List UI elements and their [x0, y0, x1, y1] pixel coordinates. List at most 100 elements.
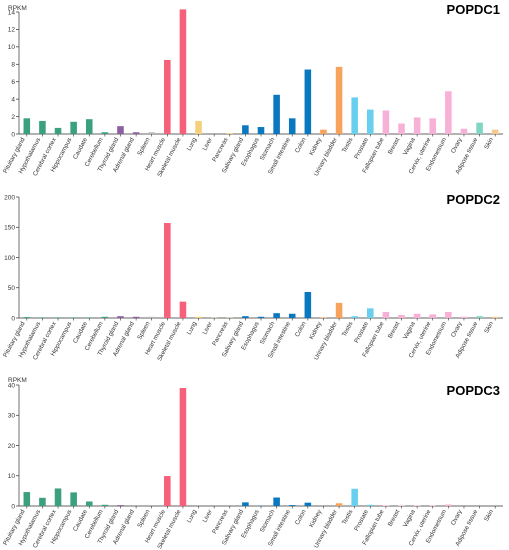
- bar: [117, 126, 124, 134]
- bar: [179, 9, 187, 135]
- x-tick-label: Breast: [387, 320, 402, 339]
- bar: [304, 291, 312, 318]
- bar: [304, 502, 312, 506]
- bar: [54, 488, 62, 506]
- bar: [335, 302, 343, 318]
- x-tick-label: Vagina: [402, 508, 417, 528]
- bar: [382, 505, 390, 506]
- bar: [335, 503, 343, 506]
- y-tick-label: 0: [11, 503, 15, 510]
- bar: [320, 129, 327, 134]
- bar: [132, 316, 140, 318]
- x-tick-label: Spleen: [136, 508, 151, 529]
- x-tick-label: Spleen: [136, 136, 151, 157]
- y-tick-label: 200: [4, 194, 15, 201]
- bar: [257, 127, 265, 134]
- x-tick-label: Breast: [387, 136, 402, 155]
- x-tick-label: Colon: [294, 508, 308, 526]
- bar: [242, 502, 249, 506]
- bar: [367, 109, 374, 134]
- bar: [101, 316, 109, 318]
- bar: [351, 488, 358, 506]
- bar: [117, 316, 124, 318]
- x-tick-label: Skin: [483, 136, 495, 150]
- bar: [273, 94, 280, 134]
- bar: [445, 91, 452, 134]
- bar: [491, 316, 499, 318]
- y-tick-label: 50: [8, 285, 16, 292]
- bar: [85, 501, 93, 506]
- bar: [148, 132, 155, 134]
- bar: [320, 317, 327, 318]
- chart-title: POPDC1: [447, 2, 500, 17]
- x-tick-label: Kidney: [308, 508, 323, 529]
- bar: [257, 316, 265, 318]
- y-tick-label: 150: [4, 225, 15, 232]
- bar: [23, 492, 31, 506]
- x-tick-label: Skin: [483, 320, 495, 334]
- bar: [54, 317, 62, 318]
- bar: [476, 122, 483, 134]
- y-tick-label: 0: [11, 131, 15, 138]
- bar: [398, 505, 405, 506]
- x-tick-label: Breast: [387, 508, 402, 527]
- bar: [382, 311, 390, 318]
- bar: [242, 316, 249, 318]
- x-tick-label: Skin: [483, 508, 495, 522]
- x-tick-label: Liver: [201, 321, 213, 336]
- y-tick-label: 8: [11, 62, 15, 69]
- y-tick-label: 10: [8, 473, 16, 480]
- bar: [85, 317, 93, 318]
- bar: [429, 314, 437, 318]
- y-tick-label: 10: [8, 44, 16, 51]
- x-tick-label: Lung: [186, 508, 199, 524]
- bar: [413, 505, 421, 506]
- bar: [101, 132, 109, 134]
- bar: [429, 505, 437, 506]
- x-tick-label: Ovary: [450, 508, 464, 527]
- bar: [39, 120, 46, 134]
- x-tick-label: Kidney: [308, 320, 323, 341]
- x-tick-label: Kidney: [308, 136, 323, 157]
- y-tick-label: 30: [8, 413, 16, 420]
- bar: [164, 223, 171, 318]
- x-tick-label: Spleen: [136, 320, 151, 341]
- y-tick-label: 0: [11, 315, 15, 322]
- bar: [367, 504, 374, 506]
- bar: [85, 119, 93, 134]
- x-tick-label: Prostate: [353, 320, 370, 344]
- bar: [491, 129, 499, 134]
- x-tick-label: Prostate: [353, 136, 370, 160]
- x-tick-label: Prostate: [353, 508, 370, 532]
- bar: [413, 117, 421, 134]
- bar: [23, 118, 31, 134]
- bar: [429, 118, 437, 134]
- bar: [367, 308, 374, 318]
- bar: [195, 316, 202, 318]
- bar: [70, 492, 77, 506]
- x-tick-label: Colon: [294, 320, 308, 338]
- bar: [179, 388, 187, 506]
- bar: [54, 127, 62, 134]
- bar: [398, 123, 405, 134]
- bar: [164, 59, 171, 134]
- x-tick-label: Ovary: [450, 136, 464, 155]
- bar: [413, 313, 421, 318]
- bar: [288, 505, 296, 506]
- bar: [70, 317, 77, 318]
- x-tick-label: Testis: [341, 137, 355, 154]
- bar: [304, 69, 312, 134]
- bar: [288, 313, 296, 318]
- x-tick-label: Liver: [201, 137, 213, 152]
- bar: [288, 118, 296, 134]
- y-tick-label: 14: [8, 9, 16, 16]
- y-tick-label: 6: [11, 79, 15, 86]
- x-tick-label: Vagina: [402, 320, 417, 340]
- bar: [460, 316, 468, 318]
- bar: [476, 316, 483, 318]
- bar: [39, 497, 46, 506]
- y-axis-label: RPKM: [8, 377, 27, 384]
- bar: [445, 311, 452, 318]
